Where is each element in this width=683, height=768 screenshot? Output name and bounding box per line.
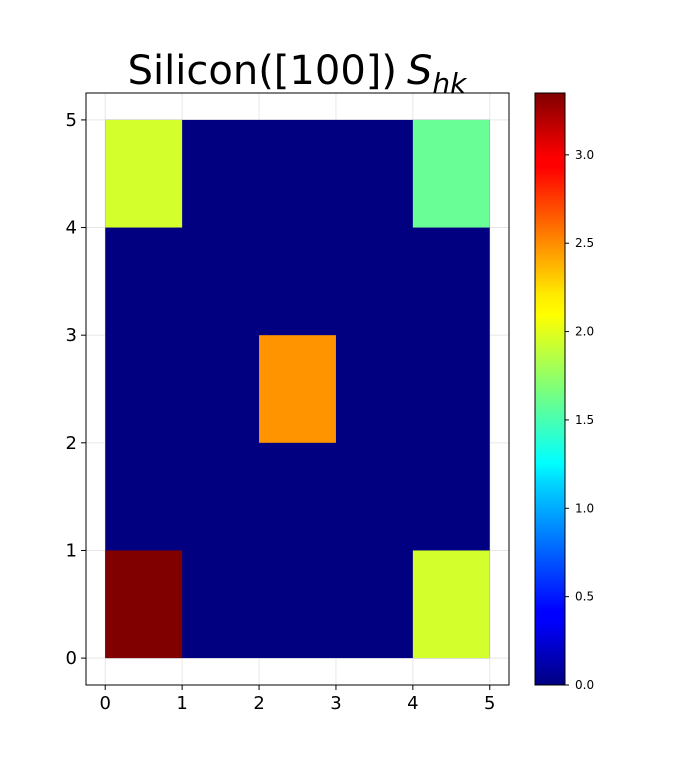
x-tick-label: 3 — [330, 693, 341, 714]
chart-title-subscript: hk — [432, 67, 468, 100]
y-tick-label: 5 — [66, 110, 77, 131]
heatmap-cell — [105, 119, 183, 228]
y-axis-ticks: 0 1 2 3 4 5 — [66, 110, 86, 669]
heatmap-cells — [105, 119, 490, 659]
colorbar — [534, 92, 566, 686]
x-tick-label: 5 — [484, 693, 495, 714]
colorbar-tick-label: 3.0 — [575, 148, 594, 162]
colorbar-tick-label: 2.0 — [575, 325, 594, 339]
chart-title-symbol: S — [407, 48, 432, 94]
x-tick-label: 1 — [176, 693, 187, 714]
x-tick-label: 2 — [253, 693, 264, 714]
x-tick-label: 0 — [100, 693, 111, 714]
colorbar-ticks: 0.0 0.5 1.0 1.5 2.0 2.5 3.0 — [565, 148, 594, 692]
heatmap-cell — [259, 335, 336, 443]
plot-frame — [85, 92, 510, 686]
y-tick-label: 0 — [66, 648, 77, 669]
heatmap-cell — [412, 119, 490, 228]
colorbar-tick-label: 1.5 — [575, 413, 594, 427]
colorbar-tick-label: 2.5 — [575, 236, 594, 250]
colorbar-tick-label: 1.0 — [575, 501, 594, 515]
heatmap-cell — [412, 550, 490, 659]
y-tick-label: 4 — [66, 218, 77, 239]
heatmap-cell — [105, 550, 183, 659]
x-axis-ticks: 0 1 2 3 4 5 — [100, 685, 495, 714]
y-tick-label: 1 — [66, 540, 77, 561]
colorbar-tick-label: 0.5 — [575, 590, 594, 604]
y-tick-label: 3 — [66, 325, 77, 346]
x-tick-label: 4 — [407, 693, 418, 714]
chart-title: Silicon([100]) Shk — [128, 48, 468, 100]
chart-title-main: Silicon([100]) — [128, 48, 397, 94]
colorbar-tick-label: 0.0 — [575, 678, 594, 692]
y-tick-label: 2 — [66, 433, 77, 454]
